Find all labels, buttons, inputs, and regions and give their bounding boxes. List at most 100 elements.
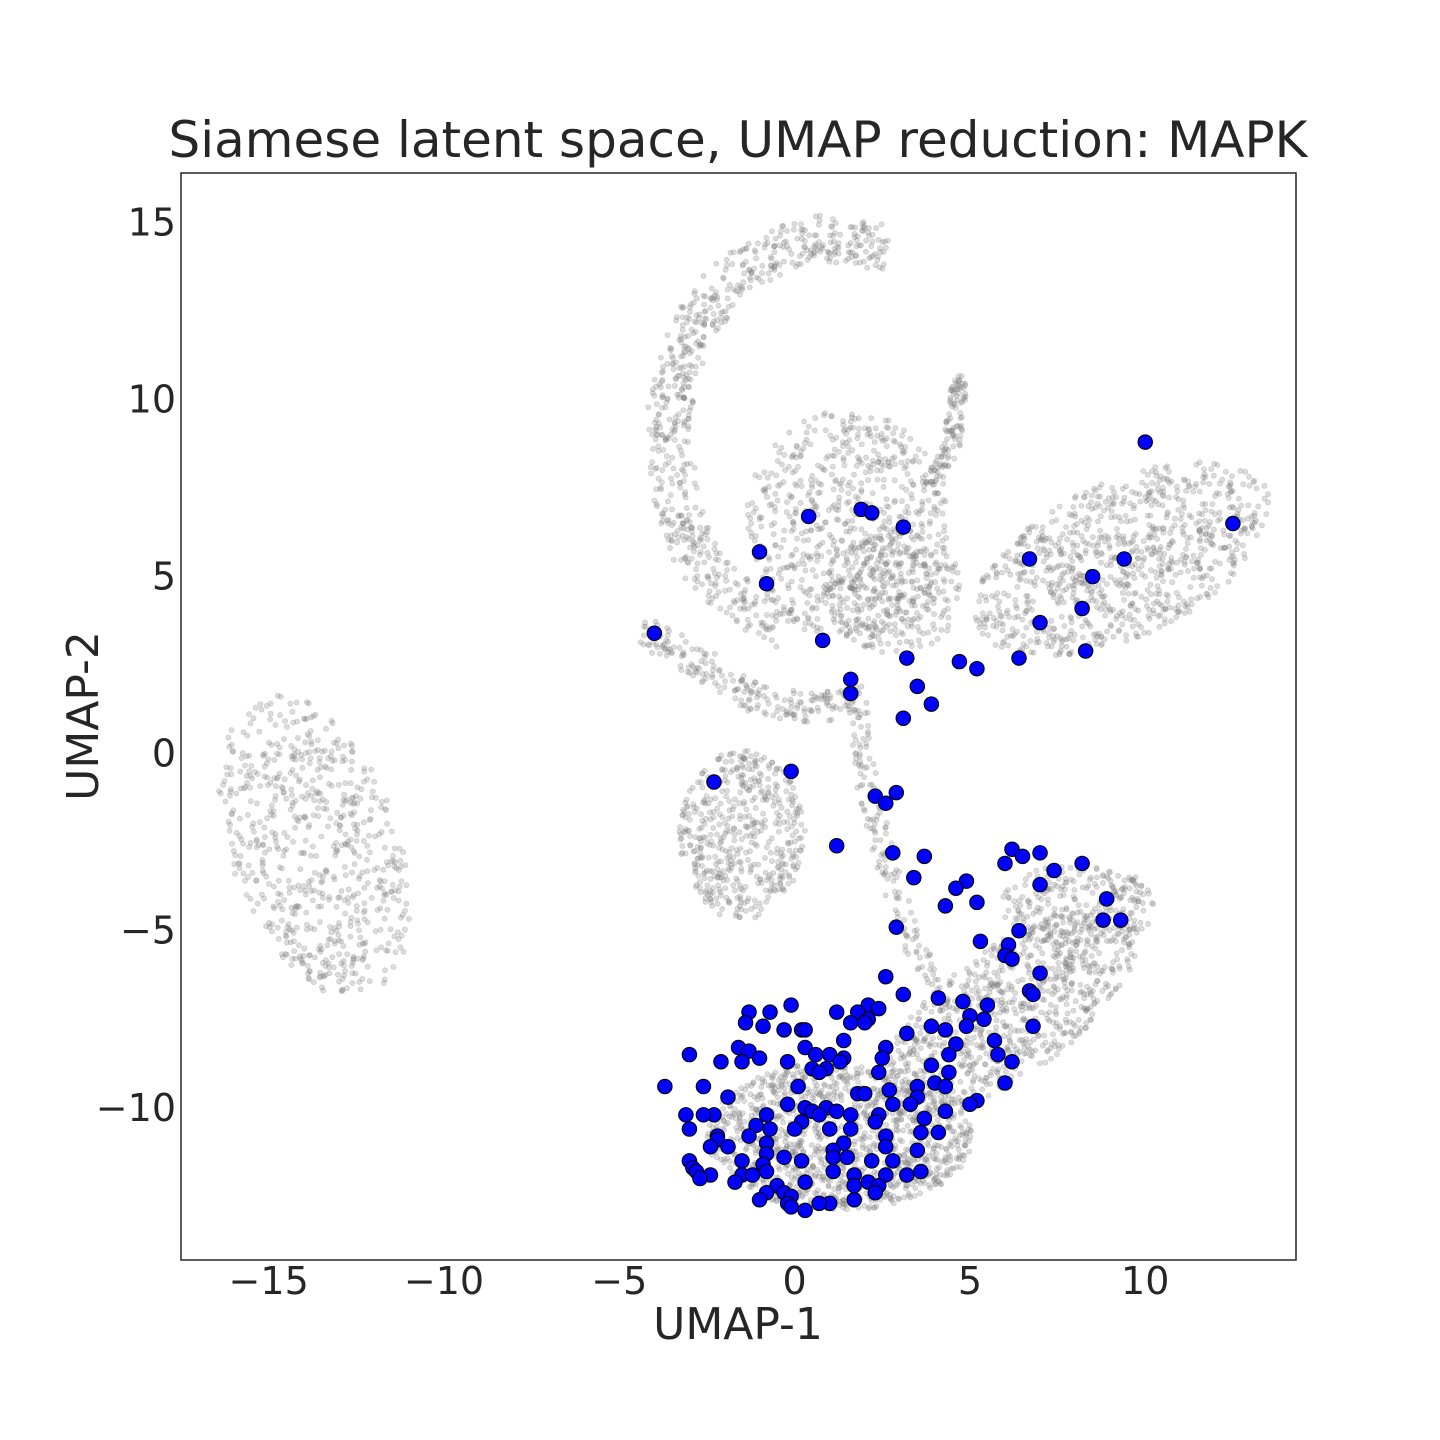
background-point: [683, 505, 690, 511]
background-point: [306, 952, 313, 959]
background-point: [1151, 600, 1157, 607]
background-point: [1190, 552, 1197, 559]
background-point: [330, 964, 337, 971]
background-point: [917, 1190, 923, 1197]
background-point: [784, 819, 791, 825]
background-point: [352, 970, 359, 977]
background-point: [715, 302, 722, 309]
background-point: [742, 258, 749, 265]
background-point: [765, 789, 771, 796]
background-point: [381, 892, 388, 898]
background-point: [999, 627, 1006, 634]
background-point: [300, 952, 307, 959]
background-point: [656, 650, 663, 657]
background-point: [677, 303, 684, 310]
background-point: [690, 804, 697, 811]
background-point: [1020, 532, 1027, 539]
background-point: [753, 255, 760, 262]
background-point: [848, 254, 855, 260]
background-point: [792, 510, 799, 517]
background-point: [779, 846, 786, 853]
background-point: [1235, 495, 1242, 502]
background-point: [710, 814, 717, 821]
background-point: [1021, 569, 1028, 575]
background-point: [700, 334, 707, 341]
background-point: [881, 573, 888, 580]
background-point: [751, 265, 757, 272]
background-point: [767, 565, 774, 572]
background-point: [1113, 534, 1120, 541]
background-point: [790, 877, 797, 884]
background-point: [678, 364, 685, 371]
background-point: [943, 1145, 949, 1152]
background-point: [673, 376, 680, 382]
background-point: [1098, 559, 1104, 566]
background-point: [1172, 605, 1179, 612]
background-point: [663, 532, 670, 539]
background-point: [702, 898, 709, 905]
background-point: [339, 801, 346, 808]
background-point: [693, 312, 700, 319]
background-point: [1143, 498, 1150, 505]
background-point: [347, 799, 354, 806]
background-point: [859, 227, 865, 234]
background-point: [871, 844, 878, 851]
background-point: [852, 625, 859, 632]
background-point: [803, 436, 810, 443]
background-point: [348, 914, 355, 921]
background-point: [227, 821, 233, 828]
background-point: [763, 898, 770, 905]
background-point: [323, 765, 330, 771]
background-point: [1144, 512, 1151, 519]
background-point: [780, 1119, 787, 1126]
background-point: [911, 918, 918, 924]
background-point: [301, 850, 308, 857]
background-point: [845, 617, 852, 624]
background-point: [253, 838, 260, 845]
background-point: [243, 892, 250, 898]
background-point: [1142, 573, 1148, 580]
background-point: [752, 472, 759, 479]
background-point: [765, 554, 772, 561]
background-point: [672, 531, 678, 538]
background-point: [1152, 498, 1159, 505]
background-point: [1023, 577, 1030, 584]
background-point: [862, 530, 869, 537]
background-point: [333, 848, 339, 855]
background-point: [747, 705, 754, 712]
background-point: [1186, 512, 1193, 519]
background-point: [752, 249, 759, 256]
background-point: [756, 777, 763, 784]
background-point: [1093, 548, 1100, 555]
background-point: [870, 546, 877, 553]
background-point: [893, 608, 900, 615]
background-point: [851, 234, 858, 240]
background-point: [740, 598, 747, 605]
background-point: [293, 699, 300, 706]
background-point: [805, 1090, 811, 1097]
background-point: [871, 447, 877, 454]
background-point: [1126, 611, 1133, 618]
background-point: [290, 719, 297, 726]
background-point: [977, 592, 984, 599]
background-point: [778, 444, 785, 451]
background-point: [286, 889, 293, 896]
background-point: [804, 600, 811, 606]
background-point: [743, 832, 750, 839]
background-point: [747, 776, 754, 783]
background-point: [685, 426, 692, 432]
background-point: [772, 786, 779, 793]
background-point: [341, 972, 347, 979]
background-point: [395, 888, 402, 895]
background-point: [396, 845, 403, 852]
background-point: [801, 244, 808, 251]
background-point: [939, 537, 946, 544]
background-point: [266, 846, 273, 853]
background-point: [380, 866, 387, 873]
background-point: [1158, 568, 1165, 575]
background-point: [678, 512, 684, 519]
background-point: [806, 232, 812, 239]
background-point: [712, 556, 719, 563]
background-point: [826, 549, 832, 555]
background-point: [336, 951, 342, 958]
